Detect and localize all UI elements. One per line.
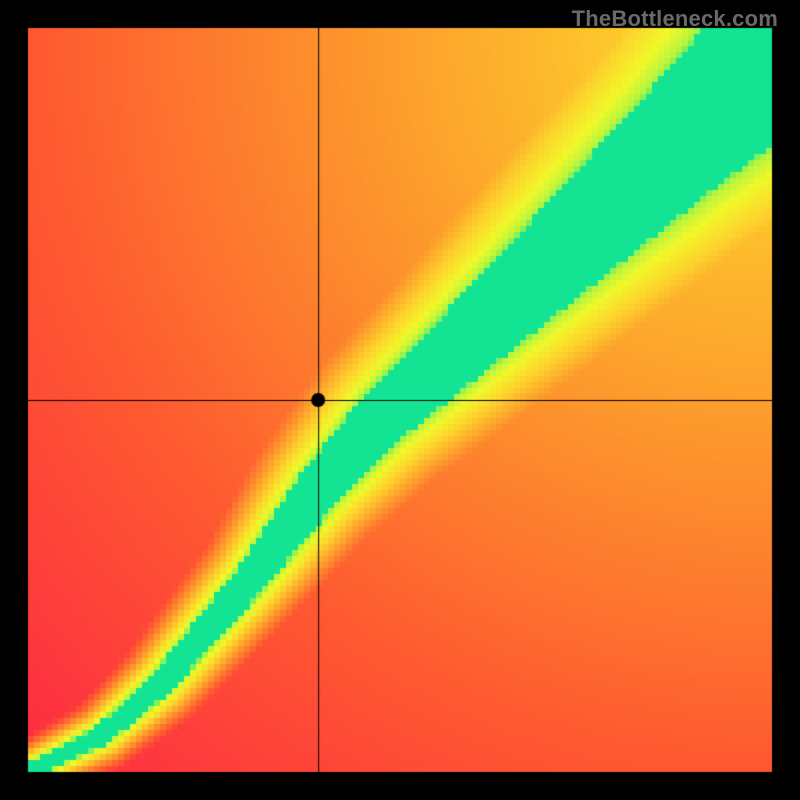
bottleneck-heatmap-canvas	[0, 0, 800, 800]
chart-container: TheBottleneck.com	[0, 0, 800, 800]
watermark-text: TheBottleneck.com	[572, 6, 778, 32]
